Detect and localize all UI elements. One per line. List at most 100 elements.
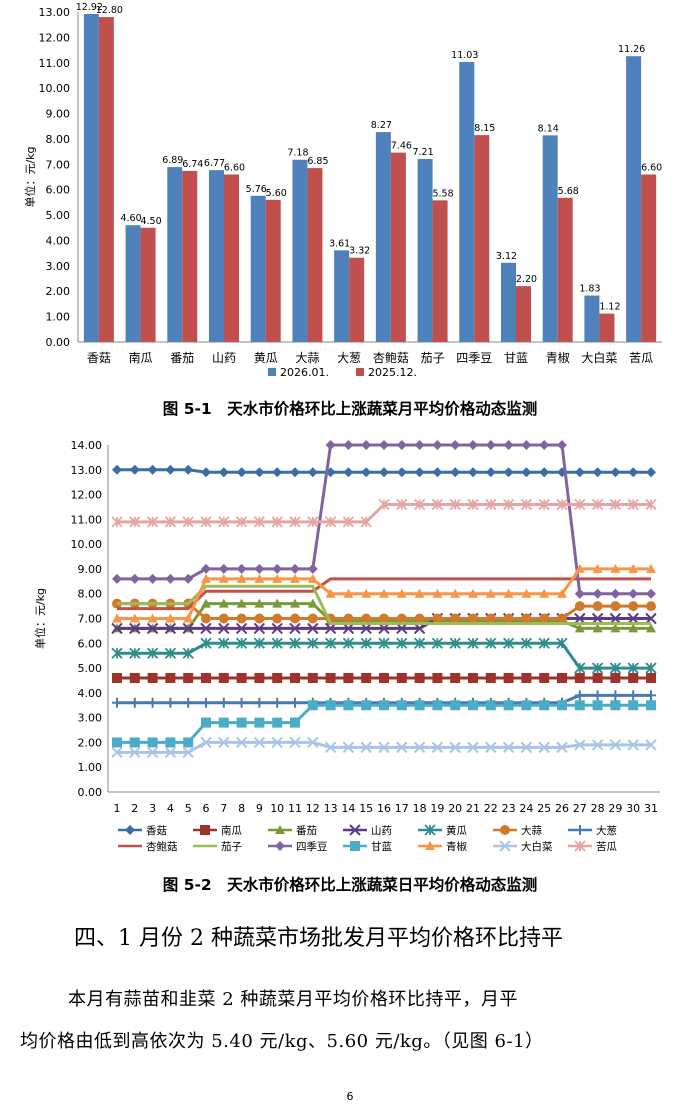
data-point <box>307 637 319 649</box>
legend-label: 2026.01. <box>280 366 329 379</box>
data-point <box>396 613 407 624</box>
y-tick-label: 4.00 <box>46 234 71 247</box>
data-point <box>129 672 140 683</box>
data-point <box>307 598 318 608</box>
data-point <box>290 697 300 708</box>
data-point <box>165 672 176 683</box>
data-point <box>378 637 390 649</box>
series-甘蓝 <box>112 700 656 748</box>
data-point <box>432 588 443 598</box>
legend-entry: 大蒜 <box>493 824 542 837</box>
data-point <box>200 736 212 749</box>
data-point <box>235 622 248 635</box>
data-point <box>201 697 211 708</box>
data-point <box>485 672 496 683</box>
data-point <box>574 467 585 478</box>
data-point <box>253 736 266 749</box>
data-point <box>147 573 158 584</box>
data-point <box>414 700 425 711</box>
legend-label: 杏鲍菇 <box>146 840 178 853</box>
data-point <box>200 637 212 649</box>
y-tick-label: 1.00 <box>46 311 71 324</box>
data-point <box>236 563 247 574</box>
data-point <box>164 622 177 635</box>
x-tick-label: 15 <box>359 802 373 815</box>
legend-label: 青椒 <box>446 840 467 853</box>
legend-entry: 茄子 <box>193 840 242 853</box>
data-point <box>271 736 283 749</box>
data-point <box>146 647 159 659</box>
data-point <box>360 741 372 754</box>
bar <box>501 262 516 342</box>
data-point <box>449 741 461 754</box>
data-point <box>360 637 372 649</box>
y-tick-label: 6.00 <box>78 637 103 650</box>
x-tick-label: 8 <box>238 802 245 815</box>
data-point <box>378 498 390 511</box>
data-point <box>254 467 265 478</box>
data-point <box>361 440 372 450</box>
y-tick-label: 10.00 <box>71 538 103 551</box>
data-point <box>450 440 461 450</box>
bar-data-label: 6.77 <box>204 158 225 169</box>
bar-data-label: 11.03 <box>451 50 478 61</box>
data-point <box>254 563 265 574</box>
data-point <box>628 601 639 612</box>
bar-chart-monthly-prices: 0.00 1.00 2.00 3.00 4.00 5.00 6.00 7.00 8.00 9.00… <box>23 2 662 379</box>
data-point <box>218 598 229 608</box>
data-point <box>450 467 461 478</box>
x-category-label: 大蒜 <box>295 351 319 365</box>
bar <box>542 135 558 342</box>
data-point <box>538 741 550 754</box>
x-tick-label: 1 <box>114 802 121 815</box>
data-point <box>112 737 122 748</box>
data-point <box>396 700 407 711</box>
bar <box>417 158 433 342</box>
data-point <box>503 440 514 450</box>
data-point <box>342 637 355 649</box>
legend-entry: 南瓜 <box>193 824 242 837</box>
x-category-label: 山药 <box>212 351 236 365</box>
data-point <box>627 498 639 511</box>
data-point <box>349 824 361 836</box>
data-point <box>645 612 657 625</box>
x-tick-label: 6 <box>203 802 210 815</box>
data-point <box>129 737 140 748</box>
data-point <box>592 700 603 711</box>
series-line <box>117 584 651 625</box>
series-南瓜 <box>112 672 656 683</box>
data-point <box>574 563 585 573</box>
data-point <box>610 467 621 478</box>
data-point <box>200 622 212 635</box>
data-point <box>467 637 479 649</box>
bar-data-label: 7.21 <box>412 147 433 158</box>
data-point <box>290 672 300 683</box>
data-point <box>610 601 621 612</box>
data-point <box>468 613 478 624</box>
y-tick-label: 0.00 <box>46 336 71 349</box>
legend-label: 南瓜 <box>221 824 242 837</box>
data-point <box>325 672 336 683</box>
data-point <box>164 647 177 659</box>
data-point <box>201 563 211 574</box>
y-axis-label: 单位：元/kg <box>23 146 37 207</box>
data-point <box>468 672 478 683</box>
series-杏鲍菇 <box>117 577 651 611</box>
data-point <box>112 697 122 708</box>
series-大白菜 <box>111 736 657 759</box>
data-point <box>254 613 265 624</box>
x-tick-label: 18 <box>413 802 427 815</box>
data-point <box>201 613 211 624</box>
bar-data-label: 11.26 <box>618 44 645 55</box>
data-point <box>200 825 210 835</box>
paragraph-line-1: 本月有蒜苗和韭菜 2 种蔬菜月平均价格环比持平，月平 <box>68 989 518 1010</box>
x-tick-label: 26 <box>555 802 569 815</box>
y-tick-label: 7.00 <box>46 158 71 171</box>
data-point <box>414 588 425 598</box>
x-category-label: 甘蓝 <box>504 351 528 365</box>
data-point <box>468 588 478 598</box>
legend-label: 甘蓝 <box>371 840 392 853</box>
data-point <box>271 637 283 649</box>
data-point <box>502 498 515 511</box>
series-line <box>117 577 651 611</box>
